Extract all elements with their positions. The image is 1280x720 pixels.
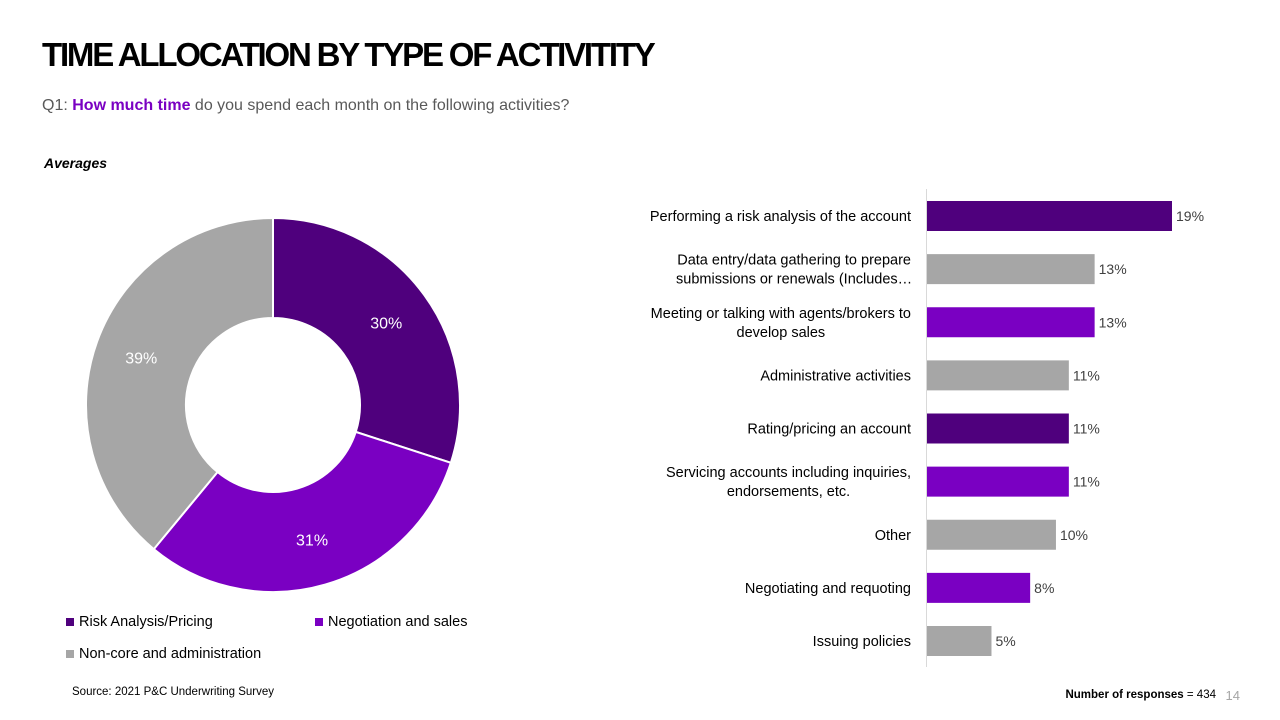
bar-category-label: Issuing policies	[813, 634, 911, 650]
question-prefix: Q1:	[42, 97, 73, 114]
bar-value-label: 8%	[1034, 580, 1054, 596]
source-note: Source: 2021 P&C Underwriting Survey	[72, 686, 274, 698]
page-number: 14	[1225, 688, 1240, 703]
bar-category-label: Negotiating and requoting	[745, 581, 911, 597]
bar	[927, 626, 992, 656]
bar-category-label: Data entry/data gathering to prepare subm…	[676, 253, 912, 288]
bar-value-label: 10%	[1060, 527, 1088, 543]
bar-value-label: 11%	[1073, 367, 1100, 383]
bar-category-label: Performing a risk analysis of the accoun…	[650, 209, 911, 225]
legend-label: Negotiation and sales	[328, 614, 468, 630]
bar	[927, 413, 1069, 444]
bar-value-label: 19%	[1176, 208, 1204, 224]
bar	[927, 254, 1095, 285]
legend-item-risk-analysis: Risk Analysis/Pricing	[66, 614, 213, 630]
legend-item-non-core: Non-core and administration	[66, 646, 261, 662]
legend-item-negotiation: Negotiation and sales	[315, 614, 467, 630]
legend-swatch	[66, 650, 74, 658]
survey-question: Q1: How much time do you spend each mont…	[42, 97, 569, 115]
legend-swatch	[66, 618, 74, 626]
bar	[927, 519, 1056, 550]
donut-chart: 30% 31% 39%	[85, 216, 461, 593]
page-title: TIME ALLOCATION BY TYPE OF ACTIVITITY	[42, 36, 656, 73]
donut-slice	[152, 430, 453, 593]
responses-count: Number of responses = 434	[1065, 689, 1216, 701]
bar	[927, 466, 1069, 497]
bar-value-label: 13%	[1099, 261, 1127, 277]
question-rest: do you spend each month on the following…	[190, 97, 570, 114]
bar	[927, 572, 1031, 603]
bar-category-label: Servicing accounts including inquiries, e…	[666, 465, 911, 500]
bar	[927, 360, 1069, 391]
bar-category-label: Meeting or talking with agents/brokers t…	[651, 306, 911, 341]
bar-category-label: Administrative activities	[760, 368, 911, 384]
legend-label: Non-core and administration	[79, 646, 262, 662]
bar-value-label: 13%	[1099, 314, 1127, 330]
bar-chart: 19% Performing a risk analysis of the acc…	[650, 189, 1204, 667]
donut-slice	[272, 216, 461, 465]
responses-value: = 434	[1183, 689, 1216, 701]
bar-value-label: 11%	[1073, 421, 1100, 437]
donut-slice-label: 31%	[296, 532, 328, 549]
donut-slice-label: 39%	[125, 351, 157, 368]
bar-category-label: Rating/pricing an account	[747, 422, 911, 438]
bar	[927, 201, 1172, 231]
bar-value-label: 5%	[995, 633, 1015, 649]
bar	[927, 307, 1095, 338]
legend-swatch	[315, 618, 323, 626]
averages-label: Averages	[44, 155, 108, 171]
responses-label: Number of responses	[1065, 689, 1184, 701]
question-highlight: How much time	[72, 97, 191, 114]
legend-label: Risk Analysis/Pricing	[79, 614, 213, 630]
bar-value-label: 11%	[1073, 474, 1100, 490]
donut-slice	[85, 216, 274, 551]
donut-slice-label: 30%	[370, 316, 402, 333]
bar-category-label: Other	[875, 528, 911, 544]
